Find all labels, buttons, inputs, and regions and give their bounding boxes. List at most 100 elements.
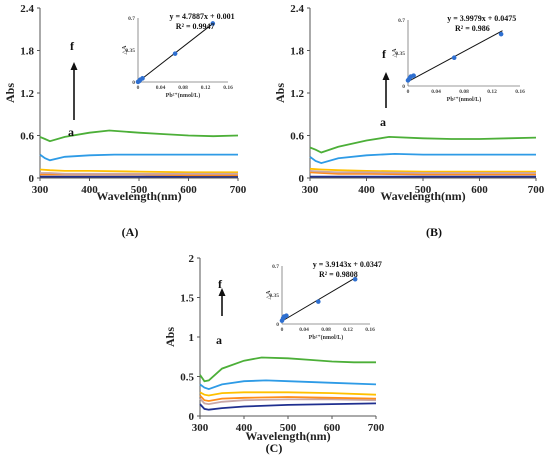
inset-y-axis-label: △A — [266, 290, 272, 300]
x-tick-label: 700 — [368, 422, 385, 434]
inset-y-axis-label: △A — [122, 45, 128, 55]
x-tick-label: 500 — [415, 184, 432, 196]
series-line-6 — [309, 135, 537, 154]
y-tick-label: 2.4 — [290, 3, 304, 15]
inset-r-squared: R² = 0.986 — [455, 24, 490, 33]
inset-x-tick-label: 0.08 — [459, 89, 469, 95]
inset-data-point — [316, 299, 321, 304]
y-axis-label: Abs — [273, 83, 287, 103]
inset-y-tick-label: 0.7 — [398, 18, 405, 24]
arrow-label-end: f — [382, 47, 387, 61]
x-tick-label: 600 — [180, 184, 197, 196]
y-tick-label: 1.2 — [20, 88, 34, 100]
inset-r-squared: R² = 0.9947 — [176, 22, 215, 31]
trend-arrow-head — [382, 72, 390, 80]
inset-equation: y = 4.7887x + 0.001 — [170, 12, 235, 21]
series-line-5 — [39, 153, 238, 162]
inset-y-tick-label: 0.35 — [269, 293, 279, 299]
series-line-3 — [199, 394, 377, 402]
inset-x-tick-label: 0.12 — [343, 327, 353, 333]
x-tick-label: 300 — [302, 184, 319, 196]
y-tick-label: 2 — [189, 253, 195, 265]
inset-calibration-plot: 0 0.04 0.08 0.12 0.16 0 0.35 0.7 Pb²⁺(nmol/L) △A y… — [392, 14, 525, 103]
arrow-label-start: a — [68, 125, 74, 139]
y-axis-label: Abs — [163, 327, 177, 347]
inset-equation: y = 3.9979x + 0.0475 — [447, 14, 516, 23]
y-tick-label: 0.6 — [20, 131, 34, 143]
x-tick-label: 400 — [358, 184, 375, 196]
x-axis-label: Wavelength(nm) — [245, 429, 330, 443]
y-tick-label: 0.5 — [180, 372, 194, 384]
y-tick-label: 0 — [189, 411, 195, 423]
inset-data-point — [140, 76, 145, 81]
arrow-label-end: f — [70, 39, 75, 53]
series-line-2 — [309, 171, 536, 176]
x-tick-label: 400 — [81, 184, 98, 196]
x-tick-label: 700 — [230, 184, 247, 196]
y-tick-label: 2.4 — [20, 3, 34, 15]
inset-data-point — [352, 276, 358, 282]
inset-y-tick-label: 0.7 — [272, 264, 279, 270]
arrow-label-end: f — [218, 277, 223, 291]
inset-x-tick-label: 0.12 — [487, 89, 497, 95]
series-line-4 — [309, 170, 536, 174]
x-tick-label: 300 — [192, 422, 209, 434]
inset-x-tick-label: 0 — [407, 89, 410, 95]
x-tick-label: 700 — [528, 184, 545, 196]
y-tick-label: 1 — [189, 332, 195, 344]
y-tick-label: 1.2 — [290, 88, 304, 100]
panel-caption: (B) — [426, 225, 442, 239]
inset-calibration-plot: 0 0.04 0.08 0.12 0.16 0 0.35 0.7 Pb²⁺(nmol/L) △A y… — [266, 260, 382, 341]
inset-data-point — [284, 313, 289, 319]
inset-x-tick-label: 0.16 — [515, 89, 525, 95]
inset-data-point — [210, 21, 216, 26]
inset-calibration-plot: 0 0.04 0.08 0.12 0.16 0 0.35 0.7 Pb²⁺(nmol/L) △A y… — [122, 12, 235, 99]
series-line-1 — [199, 402, 377, 411]
chart-panel-c: 0 0.5 1 1.5 2 300 400 500 600 700 Wavelength(nm) Ab… — [163, 253, 385, 455]
inset-x-tick-label: 0.16 — [223, 85, 233, 91]
inset-x-tick-label: 0 — [137, 85, 140, 91]
inset-x-tick-label: 0 — [281, 327, 284, 333]
inset-equation: y = 3.9143x + 0.0347 — [313, 260, 382, 269]
series-line-6 — [39, 129, 239, 143]
y-axis-label: Abs — [3, 83, 17, 103]
inset-x-axis-label: Pb²⁺(nmol/L) — [309, 334, 344, 341]
series-line-5 — [309, 152, 536, 165]
inset-x-axis-label: Pb²⁺(nmol/L) — [447, 96, 482, 103]
series-line-4 — [40, 172, 238, 175]
inset-data-point — [498, 31, 504, 37]
inset-y-tick-label: 0 — [276, 322, 279, 328]
inset-x-tick-label: 0.08 — [321, 327, 331, 333]
x-axis-label: Wavelength(nm) — [380, 189, 465, 203]
inset-y-axis-label: △A — [392, 48, 398, 58]
inset-data-point — [172, 51, 178, 56]
inset-y-tick-label: 0.35 — [395, 51, 405, 57]
inset-x-tick-label: 0.04 — [156, 85, 166, 91]
trend-arrow-head — [218, 288, 226, 296]
y-tick-label: 1.8 — [20, 46, 34, 58]
panel-caption: (C) — [266, 441, 283, 455]
series-line-4 — [199, 391, 377, 397]
inset-x-tick-label: 0.16 — [365, 327, 375, 333]
inset-x-tick-label: 0.04 — [431, 89, 441, 95]
x-tick-label: 400 — [236, 422, 253, 434]
inset-x-tick-label: 0.08 — [178, 85, 188, 91]
series-line-5 — [199, 379, 377, 391]
chart-panel-b: 0 0.6 1.2 1.8 2.4 300 400 500 600 700 Wavelength(n… — [273, 3, 545, 239]
series-line-6 — [199, 356, 376, 383]
y-tick-label: 0 — [29, 173, 35, 185]
inset-y-tick-label: 0 — [402, 84, 405, 90]
chart-panel-a: 0 0.6 1.2 1.8 2.4 300 400 500 600 700 Wavelength(n… — [3, 3, 247, 239]
trend-arrow-head — [70, 62, 78, 70]
inset-y-tick-label: 0.7 — [128, 16, 135, 22]
x-axis-label: Wavelength(nm) — [96, 189, 181, 203]
y-tick-label: 0.6 — [290, 131, 304, 143]
inset-x-tick-label: 0.12 — [201, 85, 211, 91]
x-tick-label: 300 — [32, 184, 49, 196]
inset-x-tick-label: 0.04 — [299, 327, 309, 333]
inset-data-point — [411, 73, 416, 78]
inset-y-tick-label: 0.35 — [125, 48, 135, 54]
x-tick-label: 600 — [324, 422, 341, 434]
series-line-2 — [199, 397, 377, 406]
arrow-label-start: a — [216, 333, 222, 347]
